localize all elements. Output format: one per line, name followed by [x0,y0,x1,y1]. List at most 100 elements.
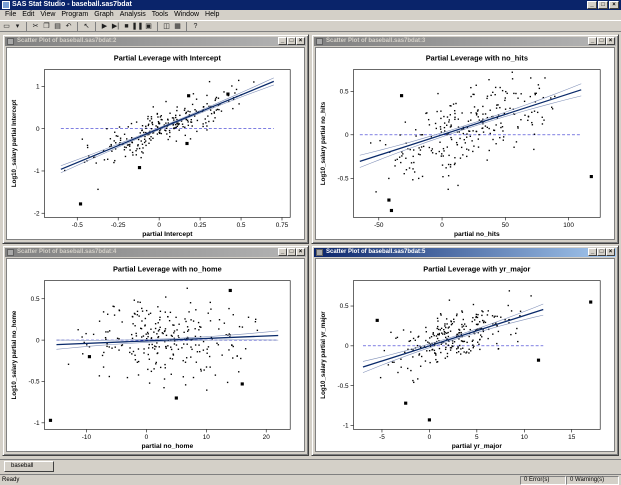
data-point [388,177,390,180]
step-icon[interactable]: ▶| [111,23,120,30]
minimize-button[interactable]: _ [278,248,287,256]
close-button[interactable]: × [606,248,615,256]
confidence-band-upper [60,77,274,167]
data-point [440,343,442,345]
copy-icon[interactable]: ❐ [43,23,50,30]
menu-file[interactable]: File [5,11,17,18]
tab-baseball[interactable]: baseball [4,461,54,472]
data-point [495,322,497,324]
menu-window[interactable]: Window [174,11,200,18]
stop-icon[interactable]: ■ [124,22,129,30]
break-icon[interactable]: ▣ [145,23,152,30]
new-icon[interactable]: ▭ [3,23,10,30]
data-point [174,127,176,129]
menu-help[interactable]: Help [205,11,220,18]
maximize-button[interactable]: □ [597,37,606,45]
maximize-button[interactable]: □ [598,1,608,9]
scatter-window-1[interactable]: Scatter Plot of baseball.sas7bdat:2 _ □ … [2,34,309,244]
regression-fit-line [359,89,582,162]
data-point [214,117,216,119]
maximize-button[interactable]: □ [597,248,606,256]
close-button[interactable]: × [296,248,305,256]
data-point [477,313,479,316]
menu-graph[interactable]: Graph [94,11,114,18]
data-point [115,142,117,144]
data-point [458,131,460,133]
minimize-button[interactable]: _ [278,37,287,45]
pointer-icon[interactable]: ↖ [83,23,90,30]
plot-area[interactable]: Partial Leverage with no_hits -50 0 50 100 -0… [315,47,615,240]
data-point [171,335,173,337]
data-point [413,149,415,151]
data-point [434,122,437,125]
window-title-bar[interactable]: Scatter Plot of baseball.sas7bdat:5 _ □ … [314,248,616,257]
play-icon[interactable]: ▶ [101,23,108,30]
data-point [185,118,188,121]
data-point [175,140,178,142]
minimize-button[interactable]: _ [587,1,597,9]
scatter-plot[interactable]: Partial Leverage with yr_major -5 0 5 10 15 -1… [316,259,614,451]
help-icon[interactable]: ? [193,22,198,30]
maximize-button[interactable]: □ [287,37,296,45]
scatter-window-2[interactable]: Scatter Plot of baseball.sas7bdat:3 _ □ … [311,34,619,244]
close-button[interactable]: × [609,1,619,9]
data-point [215,109,218,111]
data-point [461,128,463,131]
data-point [453,341,456,343]
close-button[interactable]: × [296,37,305,45]
data-point [473,145,475,147]
data-point [496,117,498,119]
scatter-plot[interactable]: Partial Leverage with no_home -10 0 10 20 -1 -… [7,259,304,451]
scatter-window-3[interactable]: Scatter Plot of baseball.sas7bdat:4 _ □ … [2,245,309,456]
tile-icon[interactable]: ▦ [174,23,181,30]
menu-tools[interactable]: Tools [151,11,169,18]
data-point [163,330,166,333]
data-point [167,345,169,347]
cut-icon[interactable]: ✂ [32,23,39,30]
scatter-window-4[interactable]: Scatter Plot of baseball.sas7bdat:5 _ □ … [311,245,619,456]
data-point [165,129,167,132]
data-point [551,108,554,110]
data-point [486,314,489,316]
data-point [204,118,206,120]
x-tick-label: 100 [563,222,574,229]
data-point [444,325,446,327]
menu-edit[interactable]: Edit [22,11,35,18]
data-point [445,167,447,169]
data-point [136,314,139,316]
y-tick-label: -1 [343,423,349,430]
chart-title: Partial Leverage with Intercept [114,54,222,63]
menu-view[interactable]: View [40,11,56,18]
minimize-button[interactable]: _ [588,248,597,256]
scatter-plot[interactable]: Partial Leverage with no_hits -50 0 50 100 -0… [316,48,614,239]
data-point [487,337,489,340]
data-point [436,110,438,113]
data-point [460,331,462,334]
data-point [440,131,443,133]
data-point [232,345,234,348]
window-title-bar[interactable]: Scatter Plot of baseball.sas7bdat:4 _ □ … [5,248,306,257]
window-title-bar[interactable]: Scatter Plot of baseball.sas7bdat:2 _ □ … [5,37,306,46]
data-point [473,93,475,96]
menu-program[interactable]: Program [61,11,89,18]
data-point [468,352,470,354]
data-point [161,119,163,121]
plot-area[interactable]: Partial Leverage with yr_major -5 0 5 10 15 -1… [315,258,615,452]
scatter-plot[interactable]: Partial Leverage with Intercept -0.5 -0.25… [7,48,304,239]
window-title-bar[interactable]: Scatter Plot of baseball.sas7bdat:3 _ □ … [314,37,616,46]
paste-icon[interactable]: ▤ [54,23,61,30]
pause-icon[interactable]: ❚❚ [131,23,144,30]
data-point [440,327,443,330]
menu-analysis[interactable]: Analysis [119,11,146,18]
close-button[interactable]: × [606,37,615,45]
window-icon[interactable]: ◫ [163,23,170,30]
data-point [152,132,154,134]
minimize-button[interactable]: _ [588,37,597,45]
plot-area[interactable]: Partial Leverage with Intercept -0.5 -0.25… [6,47,305,240]
maximize-button[interactable]: □ [287,248,296,256]
data-point [459,137,461,140]
data-point [170,348,173,351]
open-icon[interactable]: ▾ [15,23,20,30]
plot-area[interactable]: Partial Leverage with no_home -10 0 10 20 -1 -… [6,258,305,452]
undo-icon[interactable]: ↶ [65,23,72,30]
